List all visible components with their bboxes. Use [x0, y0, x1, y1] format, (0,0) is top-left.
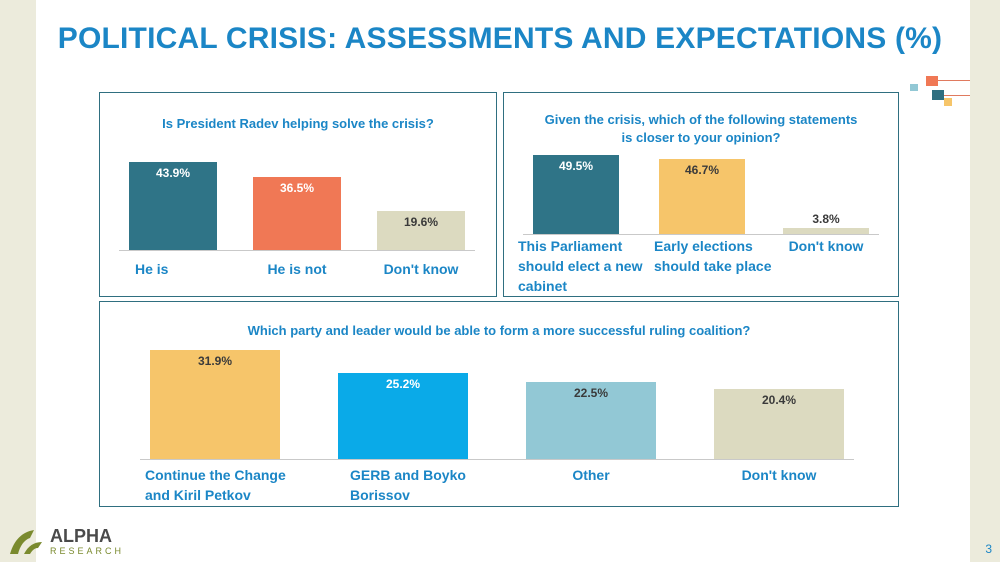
bar — [150, 349, 280, 459]
svg-text:ALPHA: ALPHA — [50, 526, 112, 546]
category-label: Continue the Change and Kiril Petkov — [145, 467, 286, 503]
chart-panel-opinion: Given the crisis, which of the following… — [503, 92, 899, 297]
svg-text:RESEARCH: RESEARCH — [50, 546, 124, 556]
bar-value-label: 31.9% — [197, 353, 233, 368]
alpha-research-logo-icon: ALPHA RESEARCH — [10, 526, 124, 556]
page-number: 3 — [985, 542, 992, 556]
category-label: Early elections should take place — [654, 238, 772, 274]
bar — [659, 159, 745, 234]
category-label: Other — [572, 467, 610, 483]
chart-panel-radev: Is President Radev helping solve the cri… — [99, 92, 497, 297]
bar-value-label: 3.8% — [812, 211, 840, 226]
bar — [526, 381, 656, 459]
chart-baseline — [119, 250, 475, 251]
chart-baseline — [140, 459, 854, 460]
bar-value-label: 46.7% — [684, 163, 720, 178]
chart-title: Given the crisis, which of the following… — [544, 112, 858, 145]
category-label: Don't know — [788, 238, 864, 254]
category-label: GERB and Boyko Borissov — [350, 467, 466, 503]
chart-title: Which party and leader would be able to … — [247, 323, 751, 338]
bar — [338, 372, 468, 459]
slide-title: POLITICAL CRISIS: ASSESSMENTS AND EXPECT… — [57, 22, 943, 55]
chart-baseline — [523, 234, 879, 235]
bar — [129, 162, 217, 250]
category-label: Don't know — [383, 261, 459, 277]
chart-title: Is President Radev helping solve the cri… — [162, 116, 434, 131]
bar-value-label: 22.5% — [573, 385, 609, 400]
bar-value-label: 43.9% — [155, 166, 191, 181]
bar-value-label: 36.5% — [279, 181, 315, 195]
category-label: This Parliament should elect a new cabin… — [518, 238, 643, 294]
bar — [253, 177, 341, 250]
chart-panel-coalition: Which party and leader would be able to … — [99, 301, 899, 507]
alpha-research-logo: ALPHA RESEARCH — [6, 520, 156, 558]
category-label: Don't know — [741, 467, 817, 483]
right-side-band — [970, 0, 1000, 562]
category-label: He is not — [267, 261, 327, 277]
left-side-band — [0, 0, 36, 562]
category-label: He is — [135, 261, 169, 277]
bar — [714, 389, 844, 459]
bar-value-label: 20.4% — [761, 393, 797, 408]
bar — [783, 227, 869, 234]
bar-value-label: 25.2% — [385, 376, 421, 391]
bar — [377, 210, 465, 250]
bar — [533, 154, 619, 234]
bar-value-label: 49.5% — [558, 158, 594, 173]
bar-value-label: 19.6% — [403, 214, 439, 229]
